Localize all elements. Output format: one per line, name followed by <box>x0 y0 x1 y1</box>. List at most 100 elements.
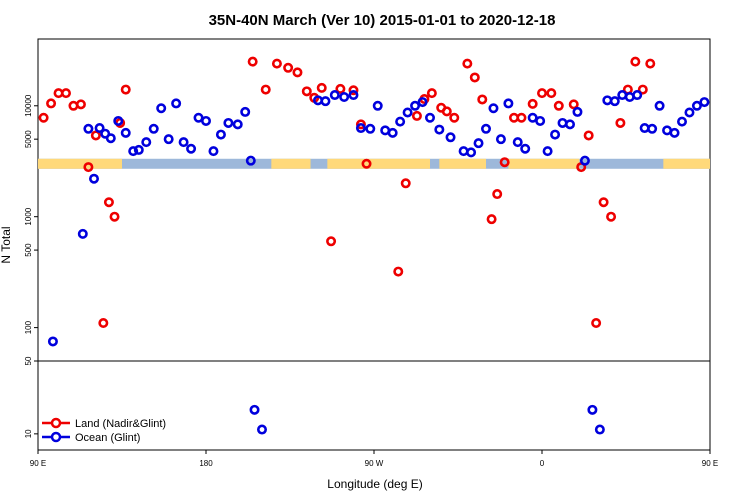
land-point <box>109 211 120 222</box>
y-tick-label: 50 <box>24 356 33 365</box>
land-point <box>477 94 488 105</box>
ocean-point <box>148 123 159 134</box>
y-tick-label: 5000 <box>24 130 33 148</box>
ocean-point <box>113 115 124 126</box>
ocean-point <box>339 91 350 102</box>
land-point <box>316 82 327 93</box>
legend-ocean-label: Ocean (Glint) <box>75 432 140 444</box>
land-point <box>98 318 109 329</box>
x-axis: 90 E 180 90 W 0 90 E <box>30 450 718 468</box>
ocean-point <box>676 116 687 127</box>
land-point <box>516 112 527 123</box>
ocean-point <box>186 143 197 154</box>
plot-frame <box>37 38 711 451</box>
land-point <box>301 86 312 97</box>
ocean-point <box>171 98 182 109</box>
land-point <box>462 58 473 69</box>
land-ocean-band <box>38 158 710 169</box>
land-point <box>38 112 49 123</box>
ocean-point <box>178 137 189 148</box>
land-point <box>83 162 94 173</box>
ocean-point <box>424 112 435 123</box>
land-point <box>90 130 101 141</box>
ocean-point <box>495 134 506 145</box>
ocean-point <box>550 129 561 140</box>
land-point <box>260 84 271 95</box>
ocean-point <box>699 97 710 108</box>
land-point <box>568 99 579 110</box>
ocean-point <box>348 90 359 101</box>
x-tick-label: 0 <box>540 459 545 468</box>
land-point <box>615 117 626 128</box>
y-tick-label: 100 <box>24 320 33 334</box>
ocean-point <box>83 123 94 134</box>
ocean-point <box>647 123 658 134</box>
land-point <box>591 318 602 329</box>
ocean-point <box>410 100 421 111</box>
ocean-point <box>572 106 583 117</box>
land-point <box>103 197 114 208</box>
ocean-point <box>445 132 456 143</box>
legend-land-label: Land (Nadir&Glint) <box>75 418 166 430</box>
land-point <box>637 84 648 95</box>
ocean-point <box>503 98 514 109</box>
land-point <box>400 178 411 189</box>
ocean-point <box>434 124 445 135</box>
ocean-point <box>133 144 144 155</box>
ocean-point <box>520 143 531 154</box>
ocean-point <box>77 228 88 239</box>
ocean-point <box>684 107 695 118</box>
x-tick-label: 180 <box>199 459 213 468</box>
ocean-point <box>156 103 167 114</box>
land-point <box>583 130 594 141</box>
land-point <box>499 157 510 168</box>
ocean-point <box>488 103 499 114</box>
chart-title: 35N-40N March (Ver 10) 2015-01-01 to 202… <box>209 12 556 29</box>
land-point <box>527 98 538 109</box>
band-land <box>439 158 486 169</box>
ocean-point <box>654 100 665 111</box>
ocean-point <box>355 123 366 134</box>
ocean-point <box>141 137 152 148</box>
band-land <box>327 158 430 169</box>
ocean-point <box>594 424 605 435</box>
x-tick-label: 90 E <box>30 459 46 468</box>
land-point <box>486 214 497 225</box>
ocean-point <box>208 146 219 157</box>
land-point <box>361 158 372 169</box>
land-point <box>469 72 480 83</box>
band-land <box>508 158 580 169</box>
x-tick-label: 90 E <box>702 459 718 468</box>
ocean-point <box>395 116 406 127</box>
y-tick-label: 1000 <box>24 207 33 225</box>
ocean-point <box>579 155 590 166</box>
ocean-point <box>128 146 139 157</box>
land-point <box>553 100 564 111</box>
land-point <box>426 88 437 99</box>
x-tick-label: 90 W <box>365 459 384 468</box>
y-axis: 50 100 500 1000 5000 10000 10 <box>24 94 38 438</box>
land-point <box>606 211 617 222</box>
ocean-point <box>480 123 491 134</box>
land-point <box>335 83 346 94</box>
ocean-point <box>320 96 331 107</box>
ocean-point <box>564 119 575 130</box>
legend-land-marker <box>50 417 62 429</box>
land-point <box>283 62 294 73</box>
band-land <box>38 158 122 169</box>
ocean-point <box>256 424 267 435</box>
land-point <box>348 85 359 96</box>
land-point <box>441 106 452 117</box>
y-tick-label: 10 <box>24 429 33 438</box>
land-point <box>326 236 337 247</box>
ocean-point <box>163 134 174 145</box>
land-point <box>46 98 57 109</box>
ocean-point <box>402 107 413 118</box>
ocean-point <box>632 90 643 101</box>
y-tick-label: 500 <box>24 243 33 257</box>
land-point <box>630 56 641 67</box>
land-point <box>247 56 258 67</box>
land-point <box>598 197 609 208</box>
ocean-point <box>201 115 212 126</box>
legend: Land (Nadir&Glint) Ocean (Glint) <box>42 417 166 444</box>
